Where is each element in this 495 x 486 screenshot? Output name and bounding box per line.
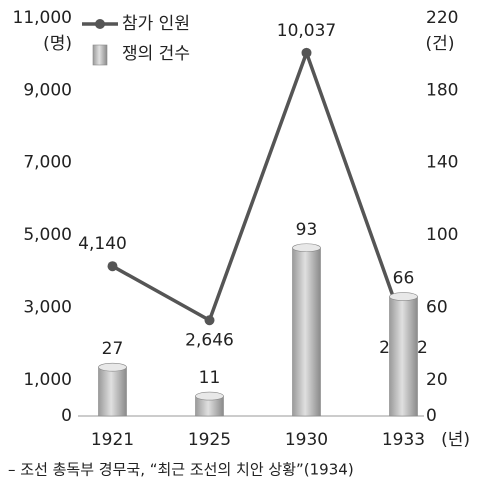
y-tick-label: 5,000	[23, 225, 72, 245]
line-point	[301, 47, 312, 58]
x-tick-label: 1921	[91, 430, 134, 450]
y-tick-label: 0	[61, 406, 72, 426]
line-point	[204, 315, 215, 326]
legend-label: 쟁의 건수	[122, 44, 190, 64]
y2-tick-label: 60	[426, 297, 448, 317]
line-value-label: 4,140	[78, 234, 127, 254]
y2-tick-label: 20	[426, 370, 448, 390]
y-axis-label: (명)	[43, 34, 72, 54]
y2-tick-label: 140	[426, 153, 458, 173]
x-tick-label: 1925	[188, 430, 231, 450]
legend-bar	[92, 44, 108, 66]
y2-axis-label: (건)	[426, 34, 455, 54]
bar-top	[292, 243, 321, 253]
bar-top	[98, 362, 127, 372]
x-axis-label: (년)	[441, 430, 470, 450]
y-tick-label: 7,000	[23, 153, 72, 173]
bar-value-label: 27	[102, 339, 124, 359]
x-tick-label: 1930	[285, 430, 328, 450]
y-tick-label: 9,000	[23, 80, 72, 100]
bar-top	[389, 292, 418, 301]
x-tick-label: 1933	[382, 430, 425, 450]
legend-label: 참가 인원	[122, 14, 190, 34]
line-point	[107, 261, 118, 272]
y2-tick-label: 0	[426, 406, 437, 426]
bar-value-label: 66	[393, 269, 415, 289]
bar-value-label: 11	[199, 368, 221, 388]
source-note: – 조선 총독부 경무국, “최근 조선의 치안 상황”(1934)	[8, 461, 354, 479]
bar-top	[195, 391, 224, 401]
y2-tick-label: 180	[426, 80, 458, 100]
line-value-label: 10,037	[277, 21, 336, 41]
line-value-label: 2,646	[185, 330, 234, 350]
bar	[389, 296, 418, 417]
line	[111, 47, 406, 327]
legend-dot	[95, 19, 105, 29]
bar	[292, 247, 321, 417]
y-tick-label: 1,000	[23, 370, 72, 390]
y-tick-label: 11,000	[13, 8, 72, 28]
y2-tick-label: 100	[426, 225, 458, 245]
y2-tick-label: 220	[426, 8, 458, 28]
bar	[98, 366, 127, 417]
y-tick-label: 3,000	[23, 297, 72, 317]
bar-value-label: 93	[296, 220, 318, 240]
